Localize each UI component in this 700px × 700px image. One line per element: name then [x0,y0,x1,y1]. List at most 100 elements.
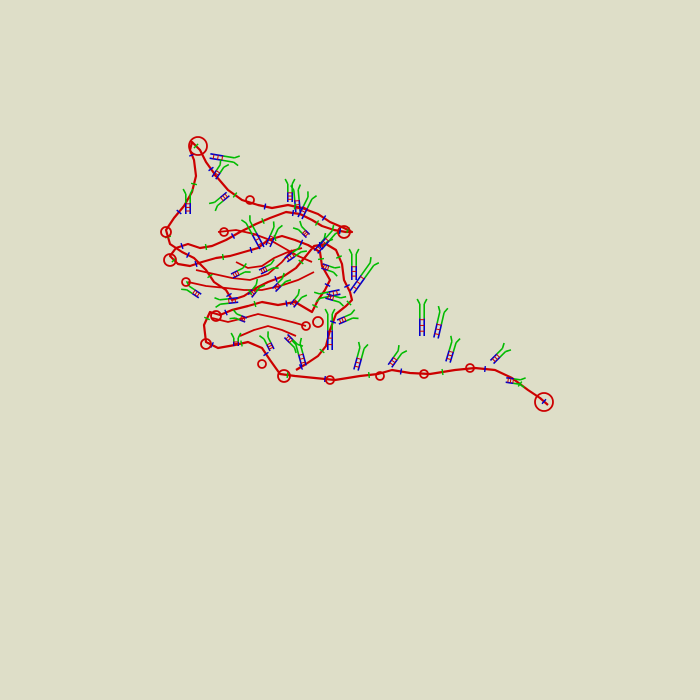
stem-strand-c [440,312,445,325]
stem-strand-b [322,263,330,267]
stem-fork-right [340,295,347,299]
stem-strand-c [188,285,196,291]
base-pair [317,246,322,250]
backbone-tick-24 [224,309,228,316]
stem-strand-c [219,298,228,301]
stem-strand-d [234,317,240,321]
stem-strand-d [293,190,296,201]
stem-fork-left [208,201,215,205]
stem-strand-d [360,262,371,276]
stem-fork-left [214,296,221,301]
base-pair [332,295,335,301]
backbone-tick-18 [240,340,243,347]
backbone-tick-28 [285,300,288,307]
base-pair [329,295,332,300]
stem-strand-c [297,189,300,200]
base-pair [356,357,362,360]
stem-fork-right [229,317,236,320]
stem-strand-d [325,230,333,239]
base-pair [262,267,266,273]
inner-backbone-3 [235,247,303,269]
stem-fork-right [270,258,275,265]
stem-strand-b [230,270,238,275]
stem-fork-left [311,195,318,200]
base-pair [446,357,452,361]
stem-15 [230,332,242,346]
backbone-tick-34 [317,257,325,261]
stem-strand-d [295,344,300,355]
stem-strand-d [265,263,272,268]
backbone-tick-50 [204,243,208,251]
stem-fork-left [237,332,242,339]
stem-fork-right [281,272,285,279]
backbone-tick-44 [194,260,198,268]
stem-strand-a [449,351,455,363]
base-pair [266,342,272,346]
stem-fork-right [331,224,335,231]
stem-strand-a [391,359,398,368]
backbone-tick-0 [541,398,547,405]
stem-fork-right [181,288,187,291]
stem-fork-right [214,205,219,212]
base-pair [291,252,295,257]
base-pair [507,378,509,383]
stem-strand-a [227,297,238,300]
stem-strand-b [286,333,294,341]
stem-strand-b [387,356,395,366]
stem-strand-a [321,240,330,250]
stem-strand-c [499,350,507,358]
stem-fork-left [233,161,239,167]
stem-strand-b [251,234,261,250]
stem-strand-a [304,229,311,236]
stem-strand-c [452,342,457,352]
backbone-tick-64 [321,215,327,221]
stem-12 [291,337,307,367]
backbone-tick-84 [186,252,190,258]
base-pair [315,248,320,252]
base-pair [355,361,361,364]
base-pair [268,346,274,350]
stem-strand-d [356,347,361,358]
base-pair [324,265,328,270]
stem-fork-left [338,301,345,307]
stem-strand-a [328,289,340,293]
stem-fork-right [450,335,453,342]
stem-fork-left [331,308,336,315]
stem-6 [353,341,369,371]
stem-31 [313,232,334,254]
stem-strand-a [215,172,221,180]
stem-fork-right [234,155,240,159]
stem-strand-a [293,301,299,308]
stem-fork-right [292,227,299,231]
stem-strand-a [298,199,301,212]
stem-strand-a [232,273,240,279]
base-pair [239,315,243,321]
stem-strand-c [297,296,303,303]
base-pair [447,354,453,357]
backbone-tick-86 [207,273,213,279]
stem-11 [313,289,341,303]
backbone-tick-100 [344,284,350,288]
base-pair [327,294,330,299]
stem-30 [284,242,307,263]
stem-fork-right [230,332,235,339]
hairpin-loop-7 [325,375,335,385]
hairpin-loop-8 [375,371,385,381]
stem-fork-right [501,342,505,349]
base-pair [352,286,358,290]
base-pair [435,328,441,331]
base-pair [286,256,290,261]
base-pair [214,172,219,176]
stem-34 [289,288,308,308]
inner-backbone-0 [195,249,293,281]
backbone-tick-108 [298,364,304,370]
backbone-tick-74 [193,143,199,149]
backbone-tick-6 [441,368,444,376]
stem-strand-a [286,255,296,263]
base-pair [393,357,398,361]
base-pair [212,154,215,159]
stem-strand-a [194,289,202,295]
stem-fork-left [505,349,512,353]
base-pair [224,193,228,198]
stem-strand-b [211,169,218,178]
